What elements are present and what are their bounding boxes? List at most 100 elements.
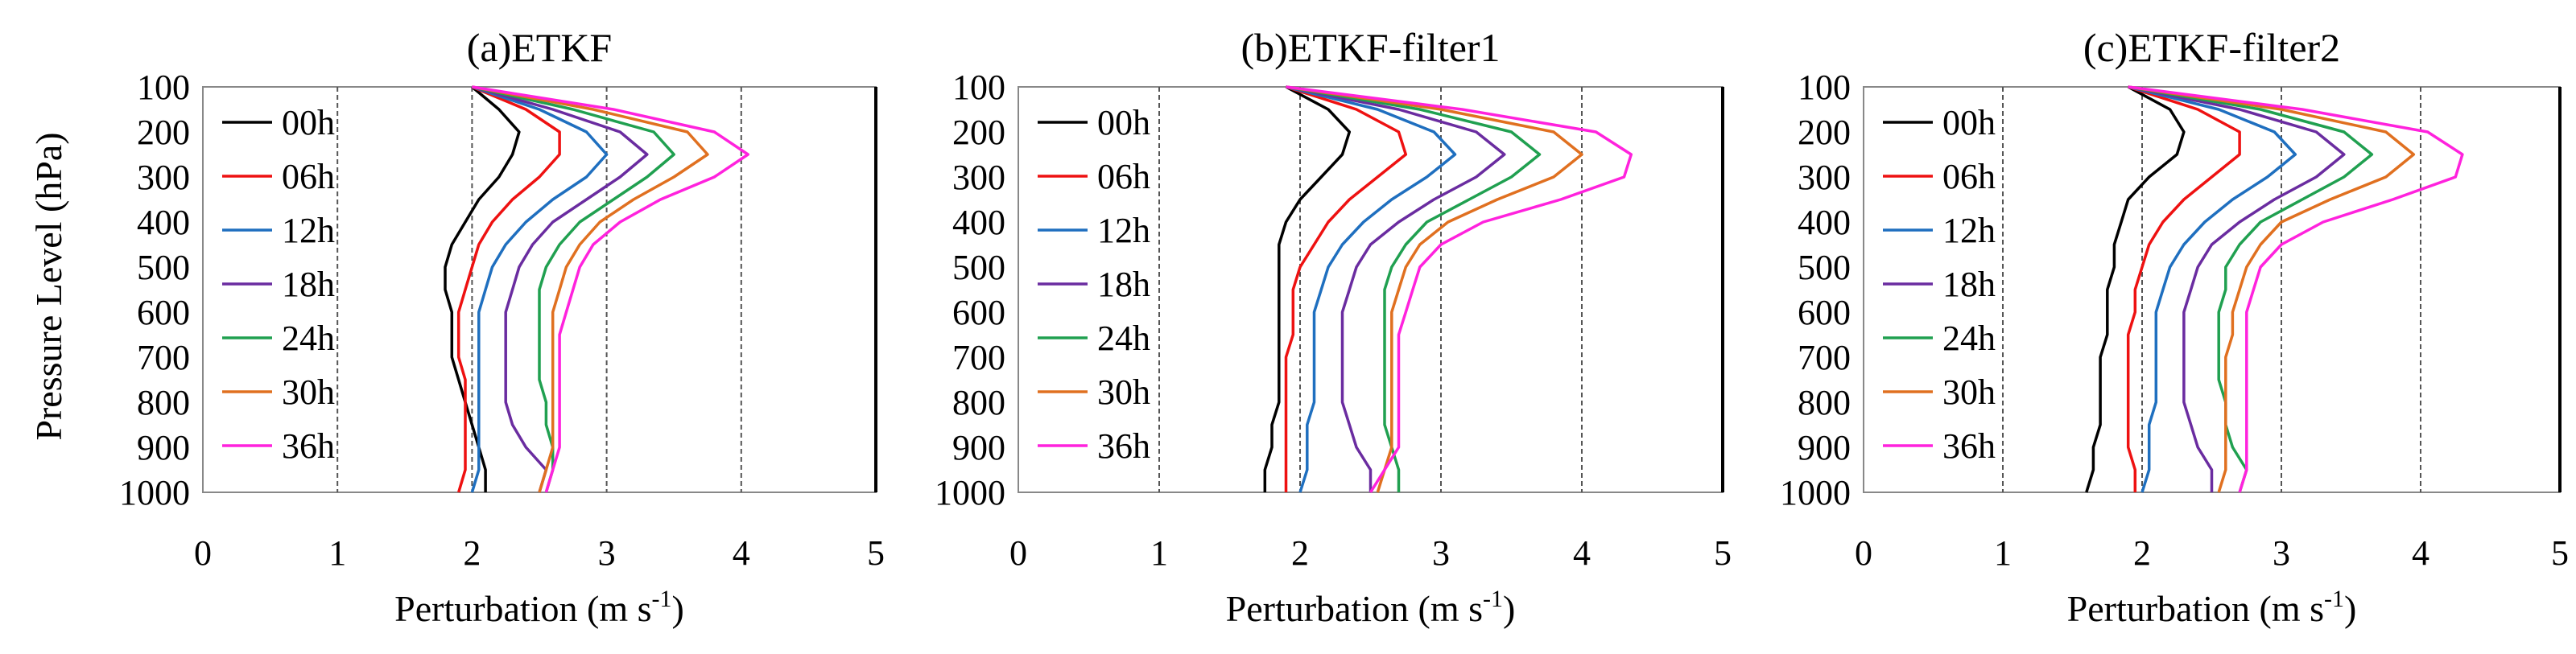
y-tick-label: 700 (137, 338, 190, 377)
series-line-06h (1284, 85, 1408, 492)
x-tick-label: 3 (1432, 533, 1450, 573)
x-tick-label: 1 (1994, 533, 2012, 573)
x-tick-label: 0 (1855, 533, 1872, 573)
y-tick-label: 500 (137, 248, 190, 287)
legend-label-12h: 12h (1097, 211, 1150, 250)
x-axis-label: Perturbation (m s-1) (1226, 586, 1516, 629)
legend-label-36h: 36h (1097, 426, 1150, 466)
series-line-00h (1263, 85, 1352, 492)
panel-2: (b)ETKF-filter1 100 200 300 400 500 600 700 800 9… (935, 25, 1732, 629)
legend-label-30h: 30h (1097, 372, 1150, 412)
series-line-30h (1286, 85, 1583, 493)
y-tick-label: 200 (137, 113, 190, 152)
series-line-30h (2128, 85, 2416, 493)
y-tick-label: 700 (952, 338, 1005, 377)
legend-label-00h: 00h (1942, 103, 1996, 142)
y-tick-label: 300 (137, 158, 190, 197)
y-tick-label: 400 (1798, 203, 1851, 242)
y-tick-label: 1000 (1780, 473, 1851, 512)
series-line-12h (1286, 85, 1457, 493)
y-tick-label: 500 (1798, 248, 1851, 287)
x-tick-label: 4 (2412, 533, 2429, 573)
y-tick-label: 100 (952, 68, 1005, 107)
x-tick-label: 2 (1291, 533, 1309, 573)
series-line-24h (1286, 85, 1542, 492)
series-line-36h (1286, 85, 1633, 493)
legend-label-00h: 00h (1097, 103, 1150, 142)
x-tick-label: 2 (2133, 533, 2151, 573)
x-tick-label: 1 (1150, 533, 1168, 573)
legend-label-18h: 18h (1097, 265, 1150, 304)
y-tick-label: 300 (1798, 158, 1851, 197)
x-tick-label: 5 (2551, 533, 2569, 573)
series-line-18h (471, 85, 649, 493)
legend-label-06h: 06h (282, 157, 335, 196)
legend-label-00h: 00h (282, 103, 335, 142)
series-line-06h (2126, 85, 2241, 492)
legend-label-24h: 24h (1097, 319, 1150, 358)
y-tick-label: 600 (137, 293, 190, 332)
legend-label-36h: 36h (282, 426, 335, 466)
x-tick-label: 3 (598, 533, 616, 573)
y-tick-label: 500 (952, 248, 1005, 287)
series-line-18h (1286, 85, 1506, 492)
legend-label-24h: 24h (1942, 319, 1996, 358)
legend-label-06h: 06h (1097, 157, 1150, 196)
series-line-18h (2128, 85, 2346, 492)
series-line-12h (470, 85, 609, 493)
y-tick-label: 800 (1798, 383, 1851, 422)
legend-label-36h: 36h (1942, 426, 1996, 466)
panel-title: (b)ETKF-filter1 (1241, 25, 1500, 70)
series-line-00h (2085, 85, 2186, 493)
x-tick-label: 5 (1714, 533, 1732, 573)
y-tick-label: 200 (1798, 113, 1851, 152)
y-tick-label: 1000 (119, 473, 190, 512)
x-axis-label: Perturbation (m s-1) (394, 586, 684, 629)
x-tick-label: 0 (194, 533, 212, 573)
y-tick-label: 800 (952, 383, 1005, 422)
x-tick-label: 0 (1009, 533, 1027, 573)
legend-label-30h: 30h (1942, 372, 1996, 412)
series-line-12h (2128, 85, 2297, 493)
series-line-00h (444, 85, 521, 492)
x-axis-label: Perturbation (m s-1) (2067, 586, 2357, 629)
y-tick-label: 900 (137, 428, 190, 467)
legend-label-12h: 12h (1942, 211, 1996, 250)
y-tick-label: 100 (137, 68, 190, 107)
legend-label-12h: 12h (282, 211, 335, 250)
series-line-06h (456, 85, 561, 493)
y-tick-label: 200 (952, 113, 1005, 152)
y-tick-label: 900 (1798, 428, 1851, 467)
x-tick-label: 4 (1573, 533, 1591, 573)
panel-title: (a)ETKF (467, 25, 613, 70)
y-tick-label: 300 (952, 158, 1005, 197)
y-tick-label: 700 (1798, 338, 1851, 377)
y-tick-label: 1000 (935, 473, 1005, 512)
y-tick-label: 800 (137, 383, 190, 422)
series-line-36h (2128, 85, 2464, 493)
panel-3: (c)ETKF-filter2 100 200 300 400 500 600 700 800 9… (1780, 25, 2569, 629)
y-tick-label: 400 (952, 203, 1005, 242)
y-axis-label: Pressure Level (hPa) (28, 132, 69, 440)
y-tick-label: 900 (952, 428, 1005, 467)
legend-label-18h: 18h (1942, 265, 1996, 304)
y-tick-label: 400 (137, 203, 190, 242)
y-tick-label: 100 (1798, 68, 1851, 107)
panel-title: (c)ETKF-filter2 (2083, 25, 2340, 70)
y-tick-label: 600 (1798, 293, 1851, 332)
x-tick-label: 5 (867, 533, 885, 573)
legend-label-18h: 18h (282, 265, 335, 304)
legend-label-06h: 06h (1942, 157, 1996, 196)
series-line-36h (472, 85, 749, 493)
x-tick-label: 4 (733, 533, 750, 573)
x-tick-label: 3 (2273, 533, 2290, 573)
y-tick-label: 600 (952, 293, 1005, 332)
x-tick-label: 2 (463, 533, 481, 573)
x-tick-label: 1 (328, 533, 346, 573)
series-line-30h (472, 85, 709, 493)
legend-label-30h: 30h (282, 372, 335, 412)
legend-label-24h: 24h (282, 319, 335, 358)
series-line-24h (472, 85, 675, 493)
